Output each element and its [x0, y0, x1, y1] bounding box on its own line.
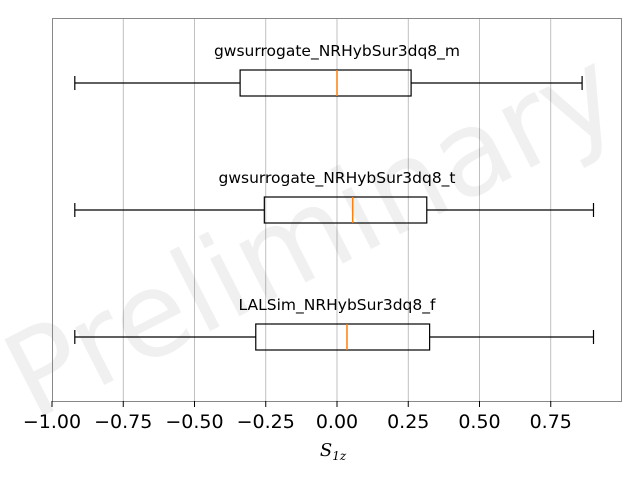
x-axis: −1.00 −0.75 −0.50 −0.25 0.00 0.25 0.50 0.75: [23, 401, 572, 433]
box-group: LALSim_NRHybSur3dq8_f: [74, 296, 595, 351]
series-label: gwsurrogate_NRHybSur3dq8_m: [214, 42, 460, 61]
box-group: gwsurrogate_NRHybSur3dq8_m: [74, 42, 583, 97]
box-iqr: [239, 69, 412, 97]
x-axis-label: S1z: [320, 440, 347, 463]
box-iqr: [263, 196, 428, 224]
boxes: gwsurrogate_NRHybSur3dq8_m gwsurrogate_NR…: [74, 42, 595, 351]
series-label: LALSim_NRHybSur3dq8_f: [239, 296, 436, 315]
watermark-text: Preliminary: [0, 21, 640, 446]
x-tick-label: −1.00: [23, 411, 81, 433]
watermark: Preliminary: [0, 21, 640, 446]
x-tick-label: −0.75: [94, 411, 152, 433]
x-tick-label: −0.50: [165, 411, 223, 433]
x-tick-label: 0.50: [458, 411, 500, 433]
x-tick-label: 0.25: [387, 411, 429, 433]
x-tick-label: 0.00: [316, 411, 358, 433]
x-tick-label: −0.25: [237, 411, 295, 433]
x-axis-label-subscript: 1z: [332, 449, 347, 463]
box-group: gwsurrogate_NRHybSur3dq8_t: [74, 169, 595, 224]
x-axis-label-main: S: [320, 440, 332, 461]
series-label: gwsurrogate_NRHybSur3dq8_t: [218, 169, 455, 188]
box-iqr: [255, 323, 431, 351]
x-tick-label: 0.75: [530, 411, 572, 433]
